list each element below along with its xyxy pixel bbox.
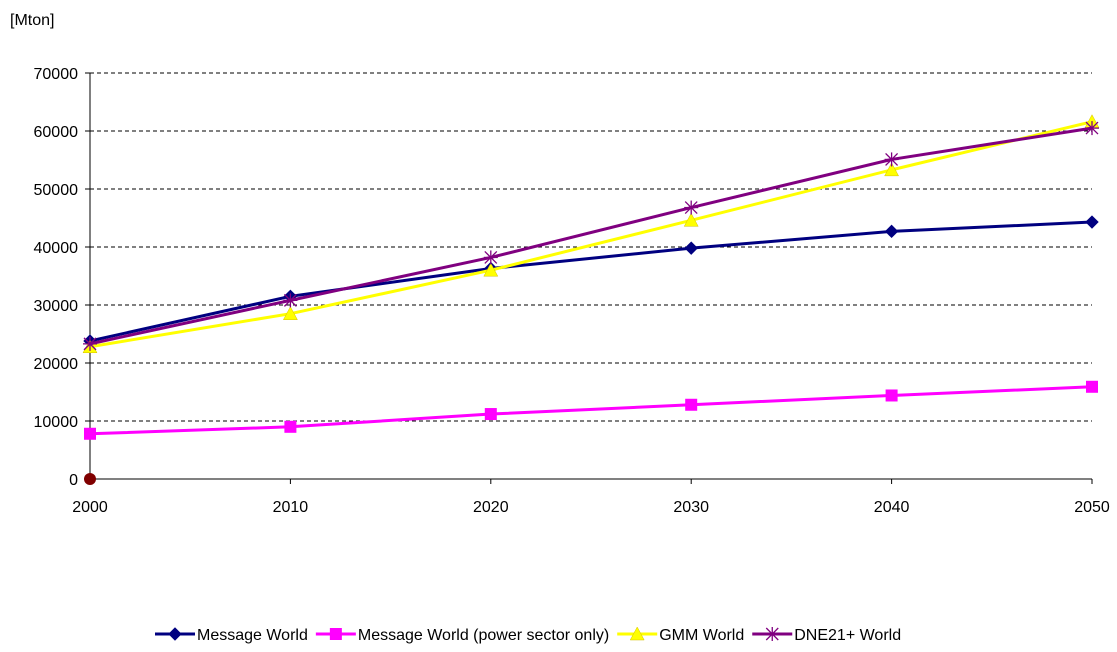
data-point-asterisk — [1085, 121, 1099, 136]
data-point-square — [1086, 380, 1098, 393]
data-point-diamond — [1085, 215, 1099, 229]
data-point-asterisk — [884, 152, 899, 167]
y-tick-label: 40000 — [34, 240, 79, 257]
y-tick-label: 50000 — [34, 182, 79, 199]
legend-label: DNE21+ World — [794, 627, 901, 644]
legend-label: GMM World — [659, 627, 744, 644]
y-axis-unit-label: [Mton] — [10, 12, 55, 29]
data-point-triangle — [629, 626, 645, 641]
data-point-square — [885, 389, 898, 402]
x-tick-label: 2020 — [473, 499, 509, 516]
y-tick-label: 10000 — [34, 414, 79, 431]
data-point-triangle — [884, 162, 900, 177]
legend-label: Message World — [197, 627, 308, 644]
y-tick-label: 70000 — [34, 66, 79, 83]
series-line — [89, 385, 1093, 436]
y-tick-label: 60000 — [34, 124, 79, 141]
data-point-square — [329, 628, 342, 640]
data-point-asterisk — [83, 336, 97, 351]
legend-item: DNE21+ World — [752, 627, 901, 644]
data-point-asterisk — [684, 200, 699, 215]
series-line — [89, 220, 1093, 343]
legend-item: Message World (power sector only) — [315, 627, 609, 644]
legend-item: Message World — [155, 627, 308, 644]
data-point-asterisk — [765, 627, 780, 641]
data-point-asterisk — [283, 293, 298, 308]
data-point-triangle — [282, 306, 298, 320]
data-point-square — [484, 408, 497, 421]
data-point-diamond — [168, 627, 182, 641]
data-point-triangle — [683, 212, 699, 227]
series-line — [89, 120, 1093, 349]
x-tick-label: 2010 — [273, 499, 309, 516]
series-line — [89, 126, 1093, 346]
origin-marker — [84, 473, 96, 485]
data-point-square — [84, 427, 96, 440]
series-lines — [82, 114, 1100, 485]
data-point-square — [685, 398, 698, 411]
x-tick-label: 2050 — [1074, 499, 1110, 516]
data-point-diamond — [684, 241, 698, 255]
x-tick-label: 2030 — [673, 499, 709, 516]
x-tick-label: 2000 — [72, 499, 108, 516]
legend: Message World Message World (power sector… — [155, 626, 901, 644]
y-tick-label: 20000 — [34, 356, 79, 373]
legend-item: GMM World — [617, 626, 744, 644]
data-point-asterisk — [483, 250, 498, 265]
grid-lines — [90, 72, 1092, 422]
data-point-triangle — [483, 262, 499, 277]
y-tick-label: 30000 — [34, 298, 79, 315]
axes — [85, 72, 1093, 484]
legend-label: Message World (power sector only) — [358, 627, 609, 644]
x-tick-label: 2040 — [874, 499, 910, 516]
y-tick-labels: 0 10000 20000 30000 40000 50000 60000 70000 — [34, 66, 79, 489]
data-point-square — [284, 420, 297, 433]
y-tick-label: 0 — [69, 472, 78, 489]
x-tick-labels: 2000 2010 2020 2030 2040 2050 — [72, 499, 1110, 516]
data-point-diamond — [884, 224, 899, 239]
